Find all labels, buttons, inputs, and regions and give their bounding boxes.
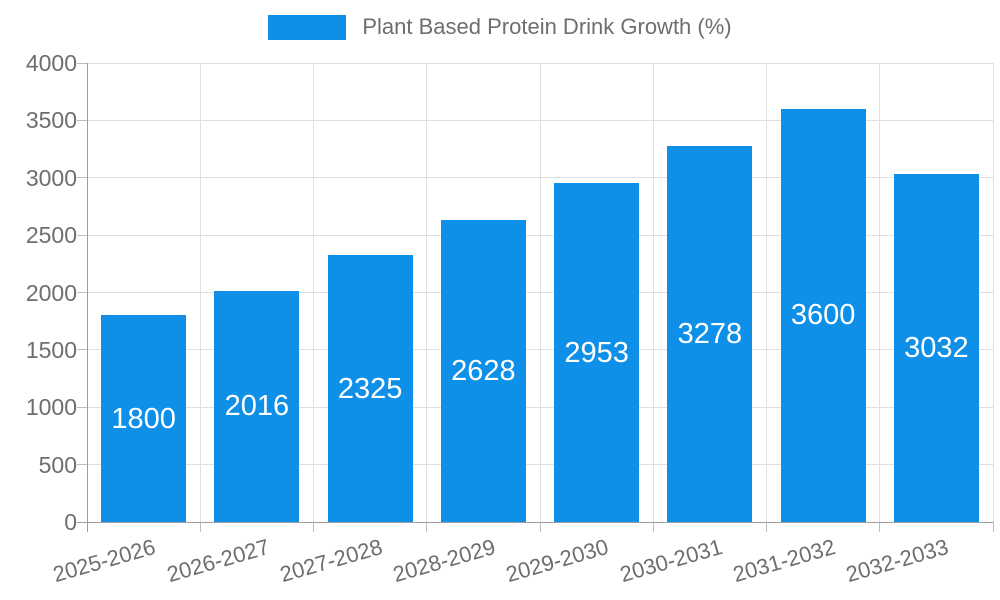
y-axis-label: 1000 xyxy=(25,394,77,421)
x-tick xyxy=(879,522,881,532)
y-tick xyxy=(77,406,87,408)
y-tick xyxy=(77,464,87,466)
x-axis-label: 2027-2028 xyxy=(276,534,386,588)
y-tick xyxy=(77,177,87,179)
y-axis-label: 2000 xyxy=(25,279,77,306)
y-tick xyxy=(77,292,87,293)
bar[interactable] xyxy=(893,174,979,522)
y-axis-label: 3500 xyxy=(25,107,77,134)
x-axis-label: 2029-2030 xyxy=(503,534,612,588)
x-tick xyxy=(199,522,201,532)
x-tick xyxy=(426,522,428,532)
y-tick xyxy=(77,62,87,64)
x-axis-label: 2025-2026 xyxy=(50,534,159,588)
y-axis-label: 1500 xyxy=(25,336,77,363)
gridline-x xyxy=(879,63,881,522)
gridline-x xyxy=(539,63,541,522)
legend-swatch xyxy=(268,14,347,40)
bar-value-label: 2628 xyxy=(451,355,516,388)
x-tick xyxy=(766,522,767,532)
bar[interactable] xyxy=(667,145,753,522)
legend-label: Plant Based Protein Drink Growth (%) xyxy=(362,14,732,39)
y-axis-label: 500 xyxy=(38,451,77,478)
gridline-x xyxy=(199,63,201,522)
bar-value-label: 3278 xyxy=(677,317,743,350)
gridline-x xyxy=(313,63,314,522)
y-tick xyxy=(77,234,87,236)
y-axis-label: 0 xyxy=(64,509,77,535)
bar[interactable] xyxy=(327,255,413,522)
y-tick xyxy=(77,349,87,351)
x-axis-line xyxy=(77,521,993,523)
x-axis-label: 2031-2032 xyxy=(729,534,839,588)
y-axis-label: 2500 xyxy=(25,222,77,249)
x-tick xyxy=(539,522,541,532)
bar-value-label: 1800 xyxy=(111,402,176,435)
gridline-x xyxy=(992,63,994,522)
gridline-x xyxy=(426,63,428,522)
bar-value-label: 3032 xyxy=(904,332,969,365)
y-axis-label: 3000 xyxy=(25,164,77,191)
x-tick xyxy=(992,522,994,532)
gridline-x xyxy=(652,63,654,522)
bar[interactable] xyxy=(554,183,640,522)
x-tick xyxy=(313,522,314,532)
x-axis-label: 2026-2027 xyxy=(163,534,272,588)
gridline-x xyxy=(766,63,767,522)
x-axis-label: 2032-2033 xyxy=(843,534,952,588)
bar[interactable] xyxy=(101,315,187,522)
bar-value-label: 3600 xyxy=(790,299,856,332)
bar[interactable] xyxy=(780,108,866,522)
bar-value-label: 2016 xyxy=(224,390,290,423)
y-tick xyxy=(77,119,87,121)
bar[interactable] xyxy=(440,220,526,522)
legend: Plant Based Protein Drink Growth (%) xyxy=(0,14,1000,40)
bar-value-label: 2325 xyxy=(337,372,403,405)
bar[interactable] xyxy=(214,290,300,522)
x-axis-label: 2028-2029 xyxy=(390,534,499,588)
x-tick xyxy=(652,522,654,532)
y-axis-label: 4000 xyxy=(25,50,77,76)
x-axis-label: 2030-2031 xyxy=(616,534,725,588)
y-axis-line xyxy=(86,63,88,532)
bar-value-label: 2953 xyxy=(564,336,629,369)
